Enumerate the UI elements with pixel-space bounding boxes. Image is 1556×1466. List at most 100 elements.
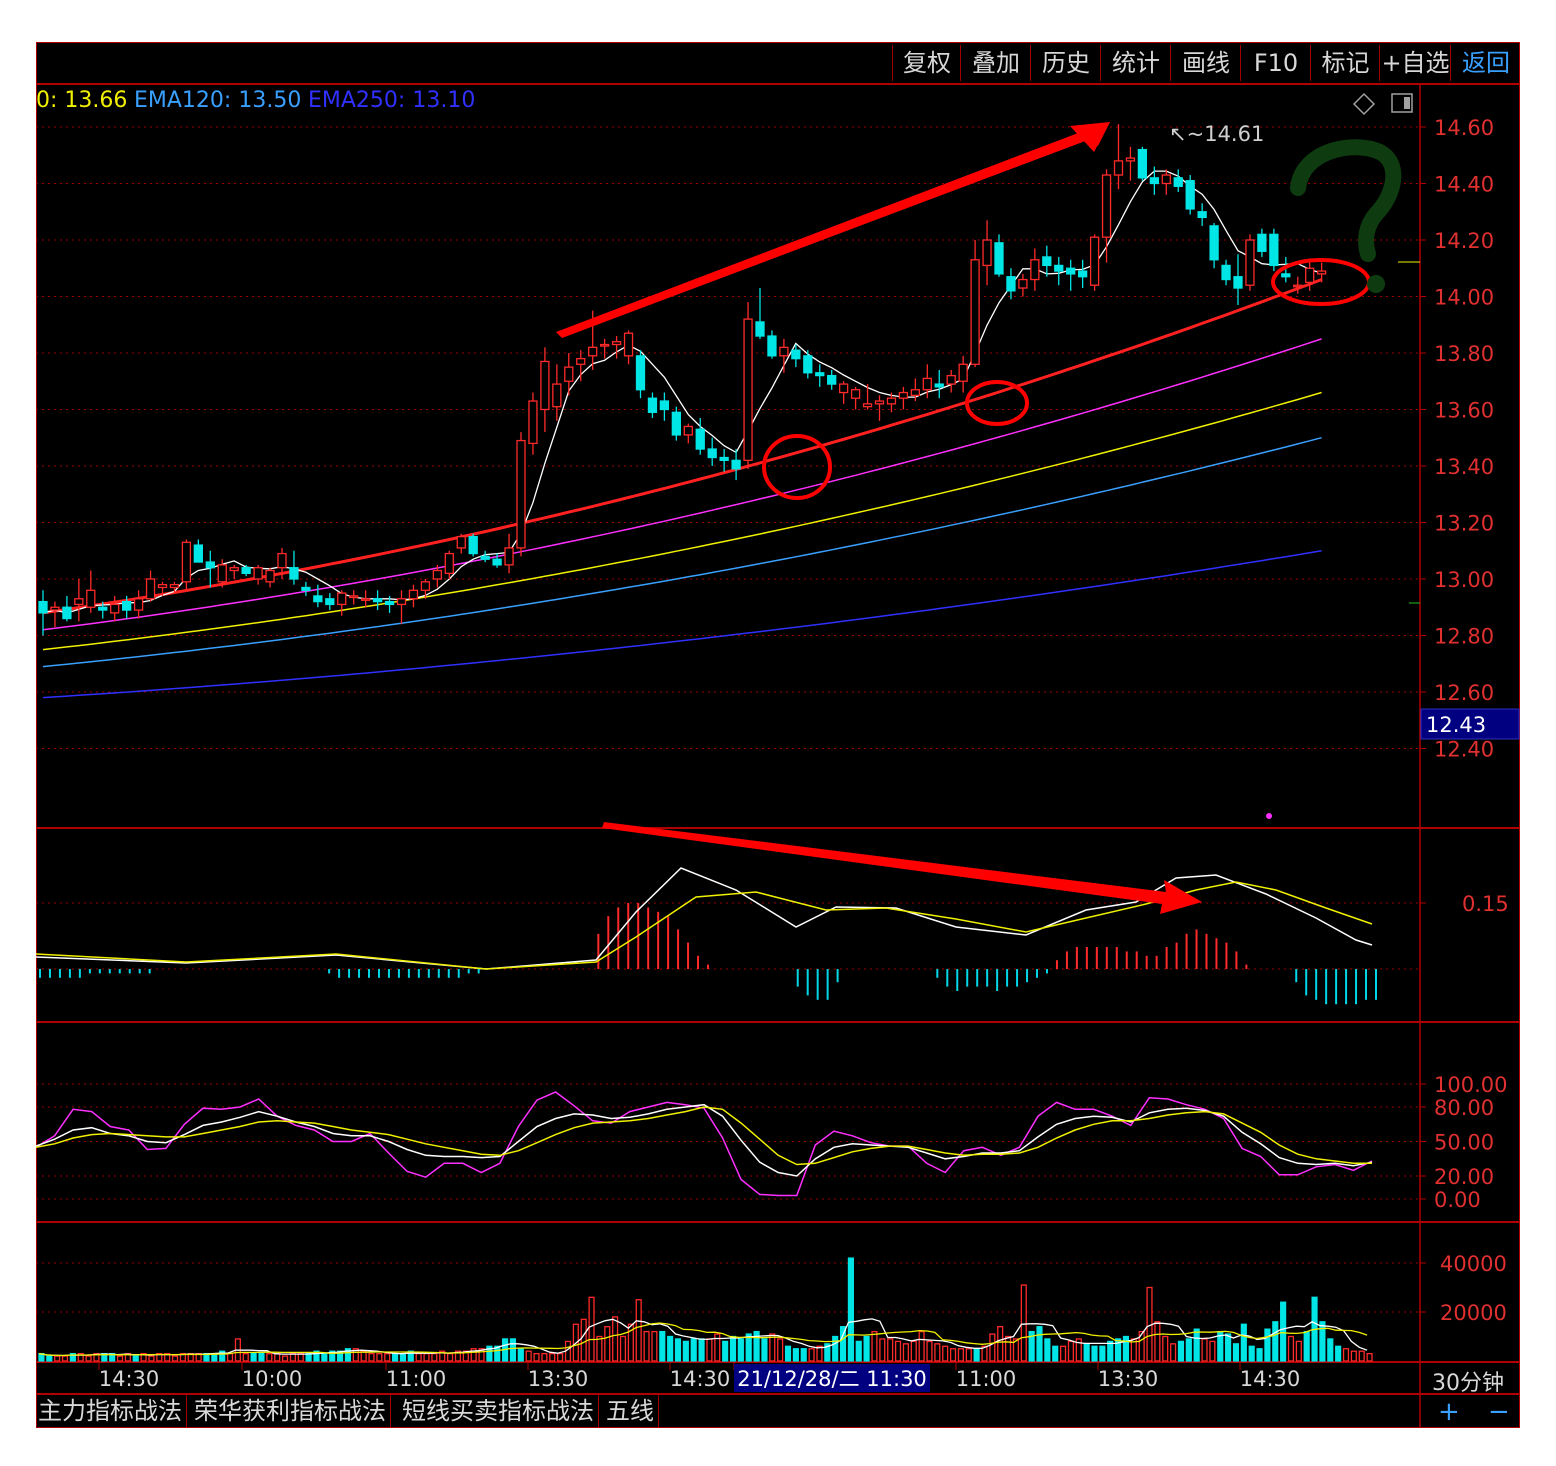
volume-bar — [1091, 1345, 1098, 1362]
candle-body — [982, 239, 992, 267]
volume-bar — [682, 1340, 689, 1362]
volume-bar — [1303, 1330, 1310, 1362]
time-label-4: 14:30 — [670, 1367, 731, 1391]
ema-line-2 — [42, 391, 1322, 651]
trend-up-arrow-head — [1070, 122, 1110, 152]
kdj-tick-label-1: 80.00 — [1434, 1096, 1494, 1120]
candle-body — [265, 569, 275, 583]
volume-bar — [329, 1350, 336, 1362]
trend-up-arrow — [556, 122, 1110, 338]
price-tick-label-3: 14.00 — [1434, 286, 1494, 310]
volume-bar — [729, 1335, 737, 1362]
volume-bar — [1067, 1340, 1075, 1362]
time-label-2: 11:00 — [386, 1367, 447, 1391]
kdj-line-1 — [36, 1103, 1373, 1177]
volume-bar — [1177, 1340, 1185, 1362]
candle-body — [456, 535, 466, 549]
volume-bar — [1044, 1338, 1051, 1362]
volume-bar — [423, 1353, 430, 1362]
volume-bar — [1193, 1328, 1200, 1362]
toolbar-button-6[interactable]: 标记 — [1310, 45, 1380, 81]
volume-bar — [549, 1353, 556, 1362]
candle-body — [611, 341, 622, 346]
volume-bar — [910, 1340, 917, 1362]
candle-body — [1042, 256, 1052, 267]
candle-body — [731, 459, 741, 470]
candle-body — [62, 606, 72, 620]
candle-body — [946, 374, 956, 385]
volume-bar — [1232, 1343, 1240, 1362]
candle-body — [647, 397, 658, 413]
ema-line-3 — [42, 436, 1322, 668]
candle-body — [1089, 236, 1100, 286]
vol-tick-label-0: 40000 — [1440, 1252, 1507, 1276]
candle-body — [492, 558, 502, 566]
volume-bar — [1358, 1350, 1365, 1362]
toolbar-button-2[interactable]: 历史 — [1030, 45, 1101, 81]
volume-bar — [69, 1353, 76, 1362]
zoom-in-button[interactable]: + — [1438, 1397, 1460, 1427]
toolbar-button-7[interactable]: +自选 — [1379, 45, 1451, 81]
volume-bar — [659, 1330, 666, 1362]
toolbar-button-1[interactable]: 叠加 — [960, 45, 1031, 81]
volume-bar — [557, 1353, 564, 1362]
candle-body — [337, 592, 347, 606]
volume-bar — [462, 1350, 469, 1362]
volume-bar — [690, 1338, 697, 1362]
volume-bar — [580, 1318, 587, 1362]
volume-bar — [1319, 1321, 1326, 1362]
kdj-line-0 — [36, 1091, 1373, 1197]
indicator-tab-2[interactable]: 短线买卖指标战法 — [400, 1395, 599, 1427]
candle-body — [659, 400, 670, 411]
period-label[interactable]: 30分钟 — [1432, 1371, 1504, 1396]
toolbar-button-0[interactable]: 复权 — [892, 45, 961, 81]
volume-bar — [1240, 1323, 1247, 1362]
candle-body — [695, 428, 705, 450]
toolbar-button-5[interactable]: F10 — [1240, 45, 1311, 81]
zoom-out-button[interactable]: − — [1488, 1397, 1510, 1427]
volume-bar — [289, 1353, 296, 1362]
candle-body — [480, 555, 490, 560]
toolbar-button-3[interactable]: 统计 — [1100, 45, 1171, 81]
volume-bar — [156, 1353, 163, 1362]
kdj-tick-label-0: 100.00 — [1434, 1073, 1507, 1097]
ema-line-4 — [42, 550, 1322, 699]
indicator-tab-1[interactable]: 荣华获利指标战法 — [192, 1395, 391, 1427]
volume-bar — [1327, 1338, 1334, 1362]
volume-bar — [533, 1353, 540, 1362]
volume-bar — [714, 1333, 721, 1362]
ema120-value-label: EMA120: 13.50 — [134, 88, 302, 113]
candle-body — [313, 595, 323, 603]
candle-body — [133, 598, 144, 611]
candle-body — [253, 567, 263, 580]
volume-bar — [1287, 1335, 1295, 1362]
volume-bar — [973, 1348, 980, 1362]
ema-line-1 — [42, 338, 1322, 631]
volume-bar — [164, 1353, 171, 1362]
volume-bar — [808, 1348, 815, 1362]
price-tick-label-11: 12.40 — [1434, 738, 1494, 762]
candle-body — [1197, 211, 1207, 219]
candle-body — [38, 600, 48, 614]
candle-body — [898, 391, 909, 399]
toolbar-button-8[interactable]: 返回 — [1450, 45, 1520, 81]
panel-toggle-icon — [1391, 93, 1413, 113]
volume-bar — [1154, 1321, 1161, 1362]
candle-body — [1269, 233, 1279, 267]
indicator-tab-3[interactable]: 五线 — [604, 1395, 659, 1427]
volume-bar — [769, 1333, 776, 1362]
volume-bar — [1020, 1284, 1027, 1362]
volume-bar — [753, 1330, 760, 1362]
candle-body — [1078, 270, 1088, 278]
volume-bar — [517, 1348, 524, 1362]
candle-body — [743, 318, 753, 462]
stock-chart-canvas[interactable]: 14.60 14.40 14.20 14.00 13.80 13.60 13.40 13.20… — [36, 42, 1520, 1428]
volume-bar — [77, 1353, 84, 1362]
volume-bar — [1162, 1335, 1169, 1362]
volume-bar — [1012, 1338, 1020, 1362]
toolbar-button-4[interactable]: 画线 — [1170, 45, 1241, 81]
indicator-tab-0[interactable]: 主力指标战法 — [36, 1395, 187, 1427]
volume-bar — [1272, 1321, 1279, 1362]
candle-body — [910, 389, 920, 397]
volume-bar — [274, 1353, 281, 1362]
